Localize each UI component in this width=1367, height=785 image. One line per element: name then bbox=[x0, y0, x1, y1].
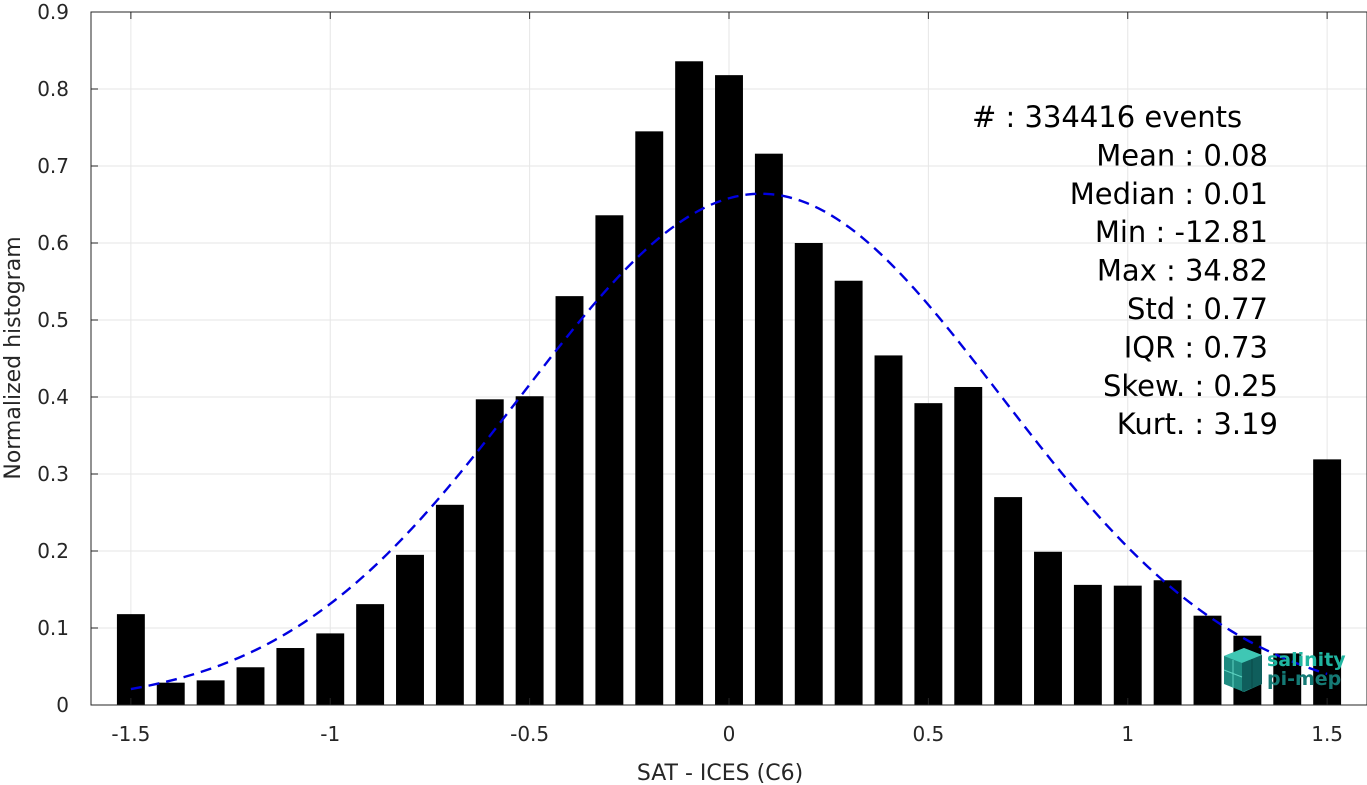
logo-line-2: pi-mep bbox=[1267, 668, 1341, 690]
y-tick-label: 0.5 bbox=[37, 308, 69, 332]
x-axis-title: SAT - ICES (C6) bbox=[637, 761, 803, 785]
stat-line: # : 334416 events bbox=[972, 100, 1242, 134]
stat-line: Kurt. : 3.19 bbox=[1117, 407, 1278, 441]
histogram-bar bbox=[196, 680, 225, 705]
y-tick-label: 0.2 bbox=[37, 539, 69, 563]
y-tick-label: 0.7 bbox=[37, 154, 69, 178]
histogram-bar bbox=[1073, 584, 1102, 705]
stats-box: # : 334416 events Mean : 0.08 Median : 0.0… bbox=[972, 100, 1278, 441]
histogram-bar bbox=[555, 296, 584, 705]
x-tick-label: -1.5 bbox=[111, 722, 150, 746]
x-axis-ticks: -1.5 -1 -0.5 0 0.5 1 1.5 bbox=[111, 12, 1343, 746]
stat-line: Skew. : 0.25 bbox=[1103, 369, 1278, 403]
x-tick-label: 0 bbox=[723, 722, 736, 746]
histogram-bar bbox=[874, 355, 903, 705]
cube-logo-icon bbox=[1223, 648, 1262, 692]
histogram-bar bbox=[1313, 459, 1342, 705]
y-tick-label: 0.1 bbox=[37, 616, 69, 640]
histogram-bar bbox=[1034, 551, 1062, 705]
histogram-bar bbox=[316, 633, 345, 705]
x-tick-label: -0.5 bbox=[510, 722, 549, 746]
x-tick-label: 1 bbox=[1121, 722, 1134, 746]
histogram-bar bbox=[754, 153, 783, 705]
histogram-bar bbox=[1153, 580, 1182, 705]
normal-fit-curve bbox=[130, 192, 1328, 691]
y-axis-ticks: 0 0.1 0.2 0.3 0.4 0.5 0.6 0.7 0.8 0.9 bbox=[37, 0, 98, 717]
stat-line: Max : 34.82 bbox=[1097, 254, 1268, 288]
x-tick-label: 1.5 bbox=[1311, 722, 1343, 746]
stat-line: IQR : 0.73 bbox=[1124, 330, 1268, 364]
histogram-bar bbox=[116, 614, 145, 705]
histogram-bar bbox=[914, 403, 943, 705]
histogram-bars bbox=[116, 61, 1342, 706]
y-tick-label: 0 bbox=[56, 693, 69, 717]
histogram-bar bbox=[1193, 615, 1222, 705]
y-tick-label: 0.9 bbox=[37, 0, 69, 24]
stat-line: Min : -12.81 bbox=[1095, 215, 1268, 249]
histogram-bar bbox=[1113, 585, 1142, 705]
histogram-bar bbox=[834, 280, 863, 705]
histogram-bar bbox=[475, 399, 504, 705]
x-tick-label: 0.5 bbox=[912, 722, 944, 746]
histogram-bar bbox=[356, 604, 385, 705]
histogram-bar bbox=[396, 554, 424, 705]
stat-line: Mean : 0.08 bbox=[1096, 138, 1268, 172]
y-tick-label: 0.3 bbox=[37, 462, 69, 486]
histogram-bar bbox=[994, 497, 1023, 705]
salinity-pimep-logo: salinity pi-mep bbox=[1223, 648, 1346, 692]
histogram-bar bbox=[675, 61, 704, 705]
stat-line: Std : 0.77 bbox=[1127, 292, 1268, 326]
histogram-bar bbox=[715, 75, 743, 705]
histogram-bar bbox=[515, 396, 544, 705]
histogram-bar bbox=[236, 667, 265, 705]
histogram-bar bbox=[276, 648, 305, 705]
y-tick-label: 0.4 bbox=[37, 385, 69, 409]
stat-line: Median : 0.01 bbox=[1070, 177, 1268, 211]
histogram-bar bbox=[156, 682, 185, 705]
y-axis-title: Normalized histogram bbox=[1, 236, 26, 479]
logo-line-1: salinity bbox=[1267, 649, 1346, 671]
y-tick-label: 0.6 bbox=[37, 231, 69, 255]
histogram-bar bbox=[595, 215, 624, 705]
histogram-bar bbox=[794, 243, 823, 705]
histogram-bar bbox=[435, 504, 464, 705]
y-tick-label: 0.8 bbox=[37, 77, 69, 101]
x-tick-label: -1 bbox=[320, 722, 340, 746]
histogram-bar bbox=[635, 131, 664, 706]
histogram-bar bbox=[954, 386, 983, 705]
